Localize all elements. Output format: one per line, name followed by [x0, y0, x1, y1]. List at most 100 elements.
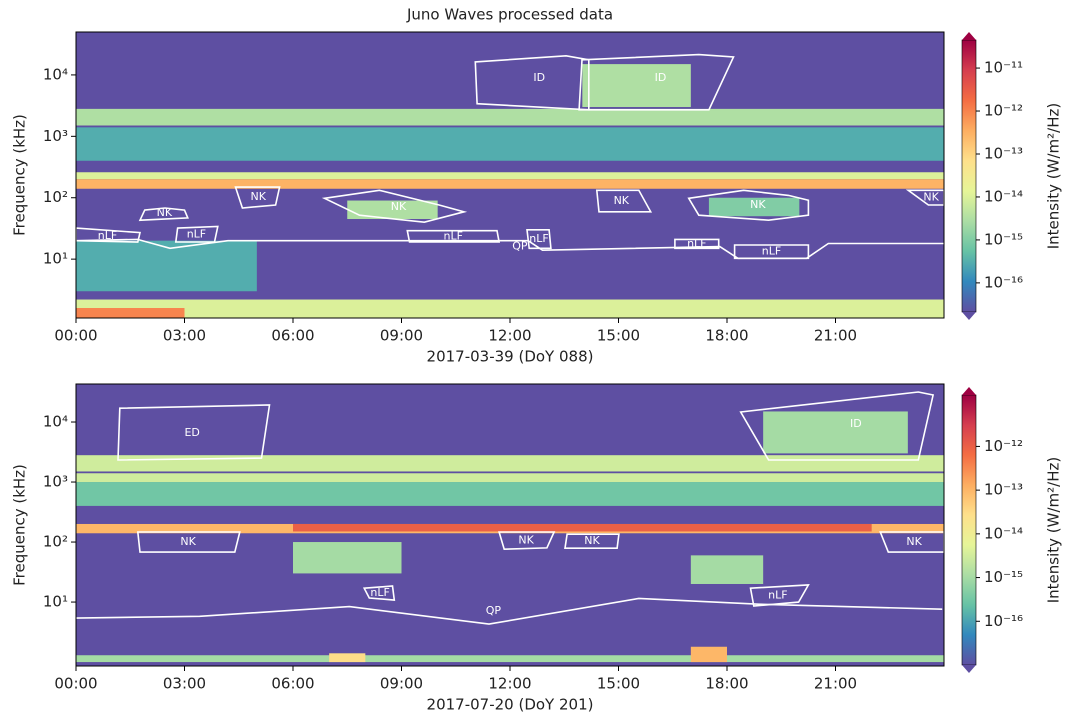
- intensity-patch: [293, 523, 872, 532]
- intensity-patch: [347, 200, 438, 220]
- colorbar-extend-low: [962, 665, 976, 673]
- region-outline: [595, 189, 653, 213]
- region-outline: [76, 238, 944, 260]
- region-outline: [739, 391, 935, 461]
- colorbar-extend-high: [962, 32, 976, 40]
- region-outline: [733, 244, 810, 260]
- region-label: ID: [655, 71, 667, 84]
- intensity-patch: [76, 240, 257, 292]
- intensity-patch: [763, 411, 908, 454]
- colorbar-tick-label: 10⁻¹⁴: [984, 187, 1023, 205]
- x-tick-label: 12:00: [488, 675, 531, 693]
- x-tick-label: 09:00: [380, 675, 423, 693]
- x-axis-label: 2017-07-20 (DoY 201): [427, 696, 594, 714]
- region-outline: [578, 53, 735, 111]
- x-tick-label: 12:00: [488, 327, 531, 345]
- colorbar-label: Intensity (W/m²/Hz): [1045, 457, 1063, 603]
- x-axis-label: 2017-03-39 (DoY 088): [427, 348, 594, 366]
- x-tick-label: 09:00: [380, 327, 423, 345]
- colorbar-tick-label: 10⁻¹⁵: [984, 568, 1023, 586]
- region-label: ID: [850, 417, 862, 430]
- colorbar-tick-label: 10⁻¹²: [984, 437, 1023, 455]
- region-label: nLF: [443, 229, 462, 242]
- colorbar-tick-label: 10⁻¹⁴: [984, 524, 1023, 542]
- intensity-patch: [76, 172, 944, 180]
- y-axis-label: Frequency (kHz): [11, 114, 29, 236]
- region-label: ID: [533, 71, 545, 84]
- region-outline: [138, 207, 189, 222]
- intensity-patch: [76, 482, 944, 506]
- plot-area: ED ID NK NK NK NK nLF nLF QP: [76, 384, 944, 666]
- intensity-patch: [76, 127, 944, 161]
- colorbar-tick-label: 10⁻¹¹: [984, 59, 1023, 77]
- region-label: nLF: [98, 229, 117, 242]
- region-label: nLF: [768, 588, 787, 601]
- colorbar-tick-label: 10⁻¹⁵: [984, 230, 1023, 248]
- region-label: NK: [180, 535, 196, 548]
- intensity-patch: [76, 473, 944, 483]
- region-label: NK: [157, 206, 173, 219]
- y-tick-label: 10³: [43, 473, 68, 491]
- region-label: NK: [906, 535, 922, 548]
- region-label: QP: [512, 239, 528, 252]
- colorbar-tick-label: 10⁻¹⁶: [984, 612, 1023, 630]
- region-label: nLF: [687, 237, 706, 250]
- x-tick-label: 18:00: [705, 327, 748, 345]
- region-outline: [117, 404, 271, 461]
- y-tick-label: 10¹: [43, 250, 68, 268]
- intensity-patch: [708, 197, 800, 217]
- region-outline: [406, 229, 501, 243]
- x-tick-label: 21:00: [814, 675, 857, 693]
- region-outline: [474, 54, 590, 111]
- region-outline: [76, 597, 943, 625]
- region-outline: [674, 238, 720, 250]
- y-tick-label: 10²: [43, 533, 68, 551]
- colorbar-extend-low: [962, 312, 976, 320]
- region-label: NK: [391, 200, 407, 213]
- region-outline: [321, 189, 468, 224]
- region-outline: [749, 584, 810, 607]
- region-label: nLF: [370, 586, 389, 599]
- intensity-patch: [76, 455, 944, 472]
- colorbar-extend-high: [962, 387, 976, 395]
- region-label: NK: [584, 534, 600, 547]
- x-tick-label: 18:00: [705, 675, 748, 693]
- region-outline: [498, 531, 556, 551]
- region-outline: [526, 229, 552, 250]
- x-tick-label: 00:00: [54, 675, 97, 693]
- y-tick-label: 10²: [43, 188, 68, 206]
- colorbar-tick-label: 10⁻¹³: [984, 481, 1023, 499]
- intensity-patch: [293, 542, 402, 574]
- region-label: NK: [518, 533, 534, 546]
- y-tick-label: 10¹: [43, 593, 68, 611]
- region-outline: [76, 227, 141, 243]
- colorbar-tick-label: 10⁻¹⁶: [984, 273, 1023, 291]
- intensity-patch: [690, 646, 727, 663]
- region-outline: [136, 531, 241, 553]
- x-tick-label: 06:00: [271, 327, 314, 345]
- intensity-patch: [76, 179, 944, 189]
- region-outline: [234, 186, 281, 209]
- y-axis-label: Frequency (kHz): [11, 464, 29, 586]
- y-tick-label: 10³: [43, 127, 68, 145]
- x-tick-label: 15:00: [597, 675, 640, 693]
- intensity-patch: [76, 108, 944, 126]
- region-outline: [362, 585, 396, 601]
- region-label: nLF: [187, 228, 206, 241]
- y-tick-label: 10⁴: [43, 413, 68, 431]
- region-label: ED: [184, 426, 199, 439]
- region-label: QP: [486, 604, 502, 617]
- x-tick-label: 21:00: [814, 327, 857, 345]
- region-label: nLF: [762, 245, 781, 258]
- colorbar-label: Intensity (W/m²/Hz): [1045, 103, 1063, 249]
- region-label: NK: [750, 198, 766, 211]
- region-outline: [564, 533, 620, 550]
- colorbar: [961, 39, 977, 313]
- intensity-patch: [76, 299, 944, 318]
- x-tick-label: 03:00: [163, 675, 206, 693]
- intensity-patch: [690, 555, 764, 584]
- region-label: nLF: [529, 232, 548, 245]
- x-tick-label: 03:00: [163, 327, 206, 345]
- x-tick-label: 06:00: [271, 675, 314, 693]
